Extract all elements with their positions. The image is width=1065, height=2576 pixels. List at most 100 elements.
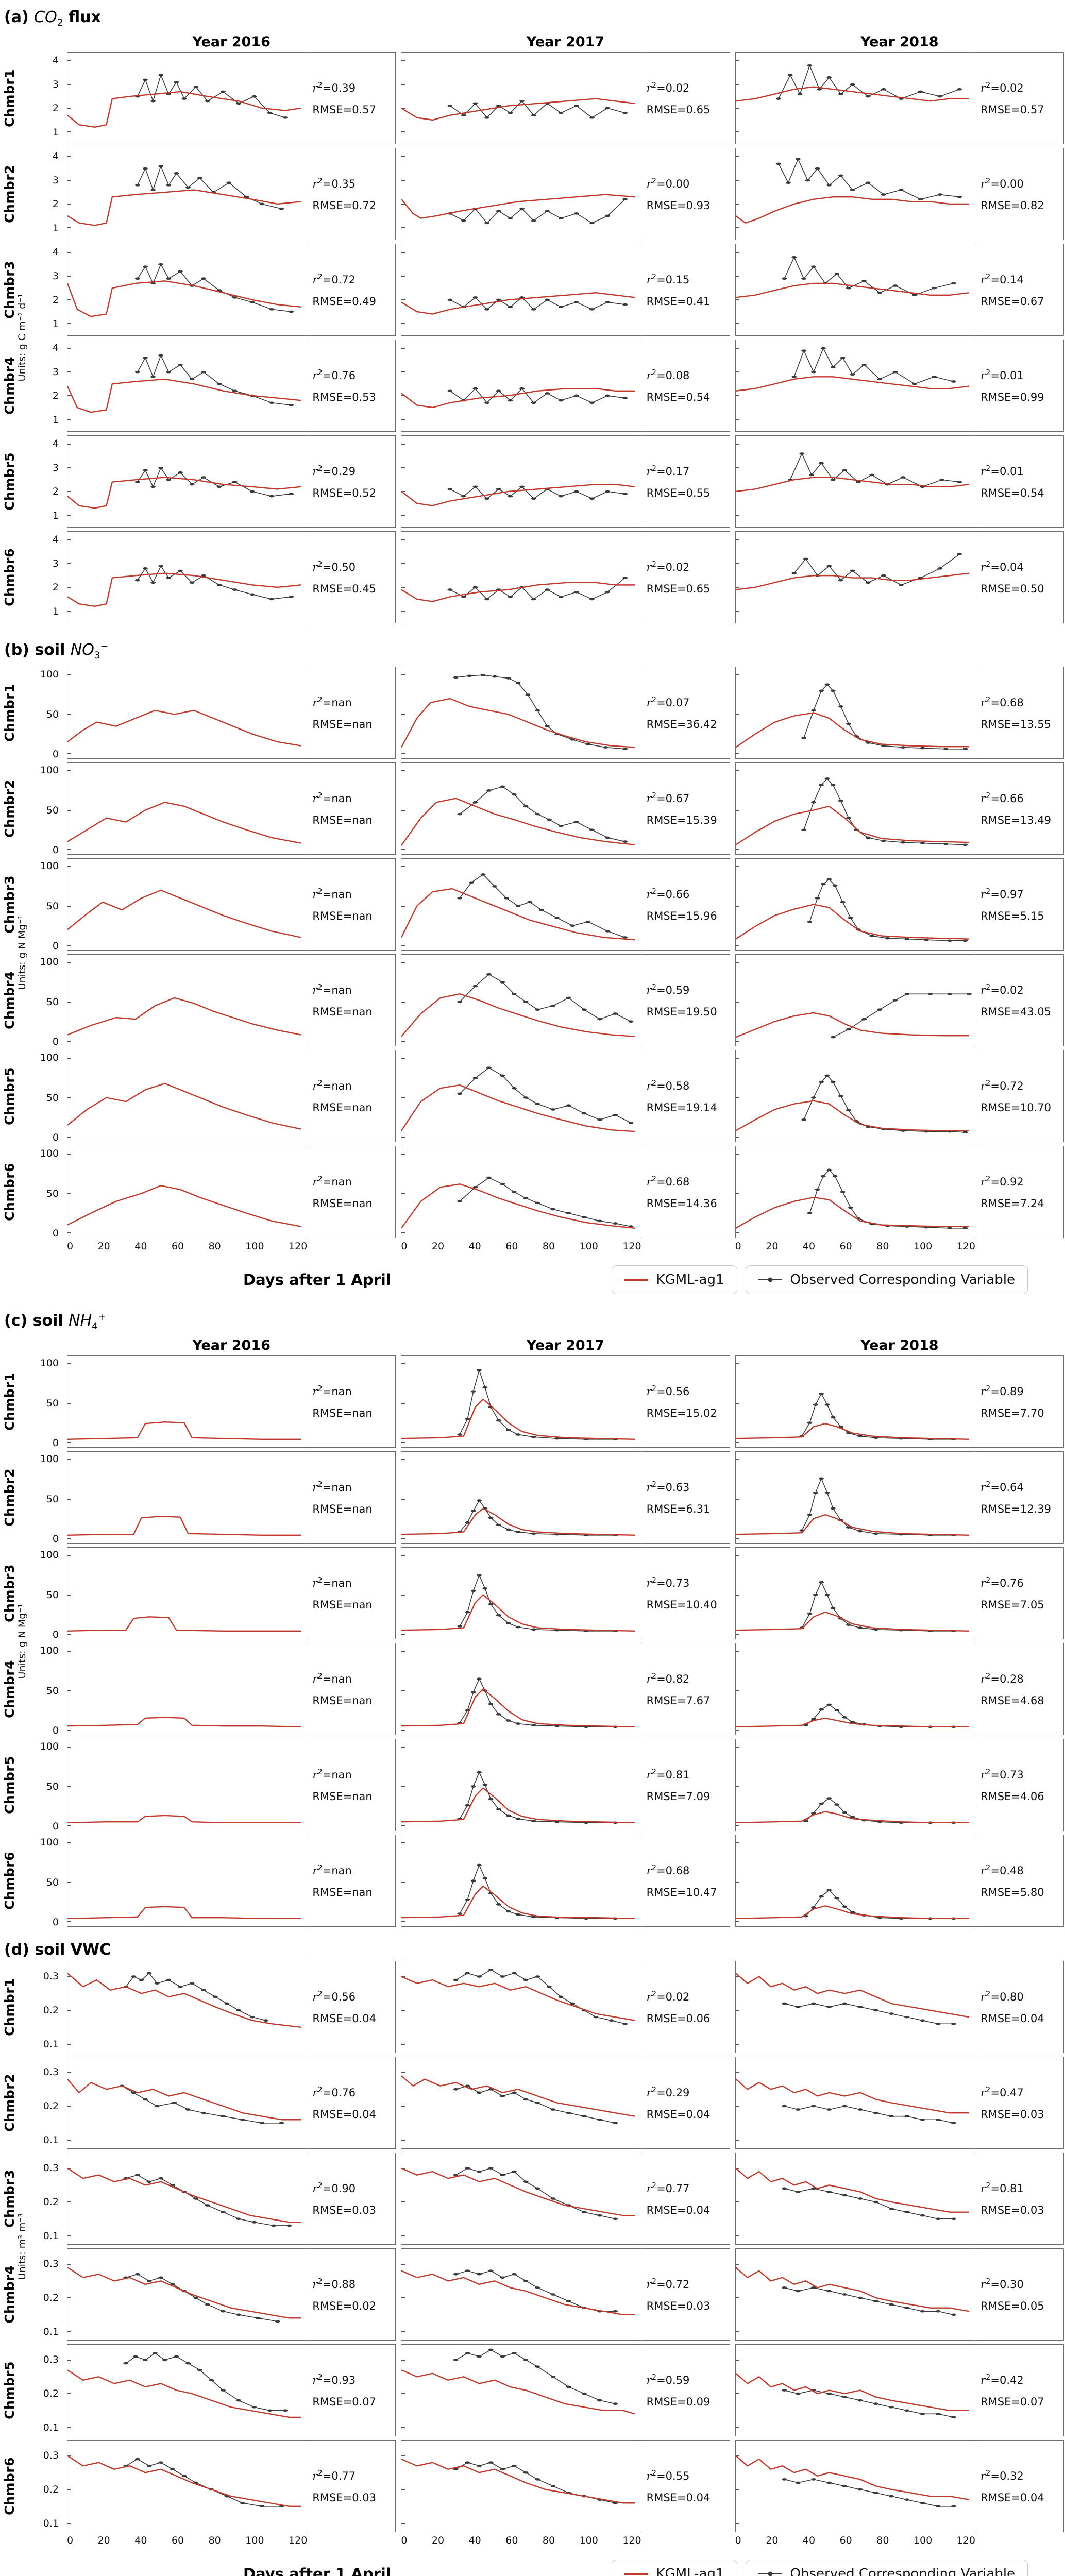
observed-marker	[824, 683, 830, 686]
r2-annotation: r2=0.58	[646, 1078, 690, 1092]
r2-value: =nan	[322, 1577, 352, 1589]
observed-marker	[904, 2115, 909, 2117]
observed-marker	[597, 1018, 603, 1021]
line-plot	[401, 53, 640, 144]
line-plot	[736, 256, 975, 335]
subplot-c-chmbr1-year2017: r2=0.56 RMSE=15.02	[401, 1355, 730, 1448]
observed-marker	[830, 1080, 836, 1083]
y-tick-mark	[67, 1555, 71, 1556]
y-tick-mark	[735, 563, 739, 565]
rmse-value: RMSE=19.50	[646, 1005, 717, 1018]
kgml-line	[67, 2456, 301, 2506]
kgml-line	[401, 99, 635, 120]
rmse-value: RMSE=7.70	[980, 1406, 1044, 1419]
y-tick-mark	[401, 2427, 405, 2428]
y-tick-mark	[401, 2489, 405, 2490]
observed-marker	[484, 598, 490, 601]
observed-marker	[885, 937, 890, 940]
panel-a-title: (a) CO2 flux	[4, 8, 101, 28]
subplot-a-chmbr1-year2017: r2=0.02 RMSE=0.65	[401, 52, 730, 144]
y-tick-mark	[401, 2072, 405, 2073]
y-tick-mark	[735, 203, 739, 205]
kgml-line	[736, 1718, 969, 1727]
y-tick-mark	[401, 1154, 405, 1155]
y-tick-mark	[67, 418, 71, 420]
r2-value: =nan	[322, 1864, 352, 1877]
r2-annotation: r2=0.15	[646, 272, 690, 286]
observed-marker	[807, 64, 813, 67]
observed-marker	[150, 189, 156, 191]
observed-marker	[461, 495, 467, 498]
r2-annotation: r2=0.02	[646, 560, 690, 573]
observed-marker	[172, 2102, 177, 2104]
observed-marker-dot	[768, 1277, 773, 1282]
rmse-value: RMSE=0.82	[980, 199, 1044, 212]
observed-marker	[558, 111, 564, 114]
observed-marker	[888, 2303, 894, 2306]
observed-marker	[951, 2505, 956, 2508]
observed-marker	[947, 1227, 952, 1230]
observed-marker	[486, 1066, 492, 1069]
y-tick-mark	[735, 1651, 739, 1652]
line-plot	[401, 785, 640, 854]
observed-line	[806, 1890, 954, 1919]
rmse-annotation: RMSE=0.72	[312, 199, 393, 212]
observed-marker	[795, 2191, 801, 2193]
y-tick-mark	[67, 514, 71, 516]
plot-canvas	[401, 859, 640, 950]
observed-line	[138, 468, 291, 496]
rmse-annotation: RMSE=0.57	[312, 104, 393, 116]
observed-marker	[826, 2290, 832, 2293]
observed-marker	[912, 382, 917, 385]
observed-marker	[488, 2167, 494, 2170]
x-tick-label: 0	[67, 1241, 74, 1252]
observed-marker	[850, 189, 855, 191]
rmse-value: RMSE=10.40	[646, 1598, 717, 1611]
r2-annotation: r2=0.72	[646, 2277, 690, 2291]
observed-marker	[221, 90, 226, 93]
observed-marker	[935, 2413, 941, 2415]
observed-marker	[158, 565, 164, 568]
observed-marker	[519, 485, 525, 488]
observed-marker	[795, 2290, 801, 2293]
observed-line	[460, 787, 626, 842]
observed-marker	[947, 992, 952, 995]
y-tick-label: 100	[40, 1549, 59, 1561]
plot-canvas	[401, 244, 640, 335]
observed-line	[804, 685, 965, 749]
observed-marker	[566, 996, 571, 999]
observed-marker	[791, 256, 797, 259]
observed-line	[126, 2353, 285, 2410]
kgml-line	[401, 1788, 635, 1823]
line-plot	[67, 466, 307, 527]
y-tick-mark	[735, 2297, 739, 2299]
y-tick-mark	[735, 2522, 739, 2524]
chamber-label: Chmbr5	[1, 2344, 18, 2436]
observed-marker	[558, 596, 564, 598]
y-tick-mark	[67, 1402, 71, 1404]
observed-marker	[500, 785, 505, 788]
r2-value: =0.76	[990, 1577, 1024, 1589]
r2-annotation: r2=0.73	[980, 1767, 1024, 1781]
metrics-annotation: r2=0.47 RMSE=0.03	[974, 2057, 1063, 2148]
y-tick-mark	[735, 1193, 739, 1194]
kgml-line	[67, 478, 301, 509]
observed-marker	[818, 1581, 824, 1584]
observed-marker	[150, 282, 156, 285]
y-tick-label: 4	[52, 55, 59, 66]
plot-canvas	[735, 340, 975, 431]
observed-marker	[447, 389, 453, 393]
x-tick-label: 120	[956, 2535, 975, 2546]
line-plot	[401, 244, 640, 335]
observed-line-swatch	[758, 1277, 782, 1282]
plot-canvas	[401, 340, 640, 431]
observed-marker	[873, 2111, 878, 2114]
r2-annotation: r2=0.68	[980, 695, 1024, 709]
y-tick-mark	[735, 1555, 739, 1556]
line-plot	[401, 1771, 640, 1824]
observed-marker	[453, 2273, 459, 2276]
subplot-a-chmbr4-year2016: r2=0.76 RMSE=0.53	[67, 340, 396, 432]
